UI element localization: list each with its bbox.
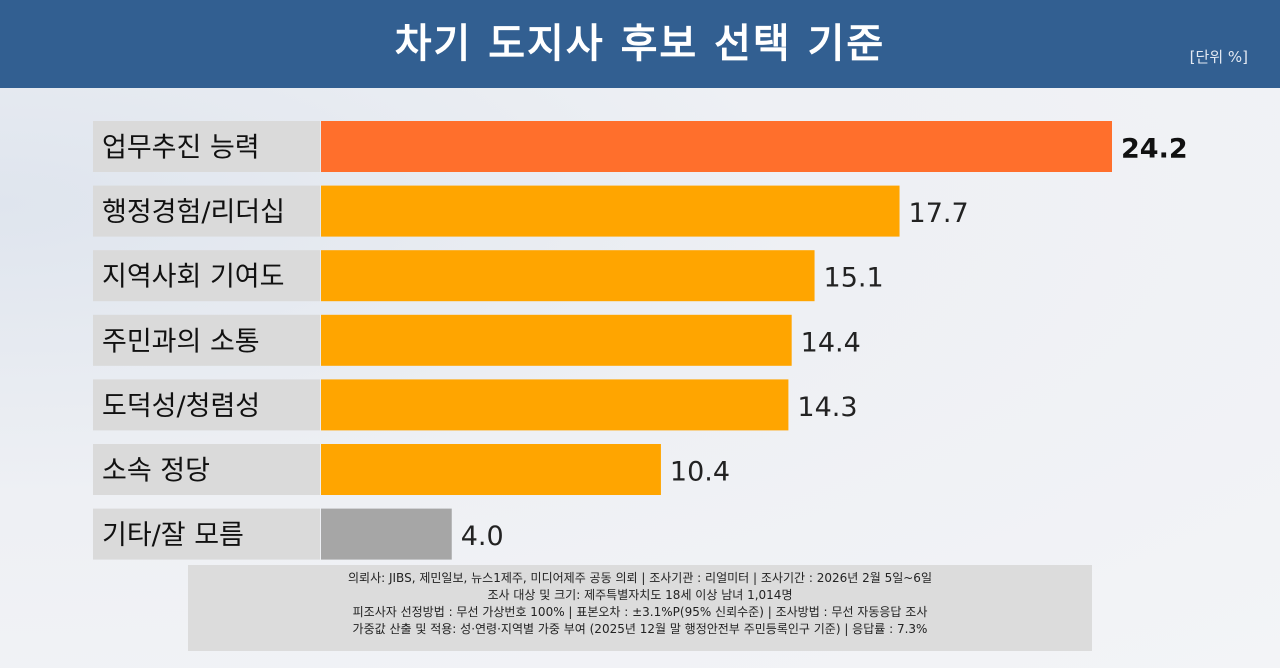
category-label: 도덕성/청렴성 xyxy=(102,391,260,422)
category-label-bg xyxy=(93,508,320,560)
category-label-bg xyxy=(93,379,320,431)
bar xyxy=(321,121,1112,172)
bar xyxy=(321,250,815,302)
bar xyxy=(321,185,900,237)
header-bar xyxy=(0,0,1280,88)
value-label: 17.7 xyxy=(909,198,969,229)
category-label-bg xyxy=(93,444,320,495)
category-label-bg xyxy=(93,314,320,366)
value-label: 14.3 xyxy=(797,392,857,423)
footnote-line: 의뢰사: JIBS, 제민일보, 뉴스1제주, 미디어제주 공동 의뢰 | 조사… xyxy=(348,571,932,585)
category-label: 기타/잘 모름 xyxy=(102,520,244,551)
bar xyxy=(321,508,452,560)
footnote-line: 조사 대상 및 크기: 제주특별자치도 18세 이상 남녀 1,014명 xyxy=(487,588,793,602)
category-label: 소속 정당 xyxy=(102,456,210,487)
bar xyxy=(321,444,661,495)
footnote-line: 피조사자 선정방법 : 무선 가상번호 100% | 표본오차 : ±3.1%P… xyxy=(352,605,928,619)
value-label: 4.0 xyxy=(461,521,504,552)
category-label-bg xyxy=(93,250,320,302)
value-label: 10.4 xyxy=(670,457,730,488)
survey-footnote: 의뢰사: JIBS, 제민일보, 뉴스1제주, 미디어제주 공동 의뢰 | 조사… xyxy=(188,565,1092,651)
value-label: 24.2 xyxy=(1121,134,1188,165)
value-label: 14.4 xyxy=(801,327,861,358)
category-label-bg xyxy=(93,185,320,237)
value-label: 15.1 xyxy=(824,263,884,294)
category-label: 업무추진 능력 xyxy=(102,133,260,164)
footnote-line: 가중값 산출 및 적용: 성·연령·지역별 가중 부여 (2025년 12월 말… xyxy=(352,622,928,636)
chart-title: 차기 도지사 후보 선택 기준 xyxy=(394,21,886,67)
category-label: 주민과의 소통 xyxy=(102,326,260,357)
bar xyxy=(321,314,792,366)
category-label: 행정경험/리더십 xyxy=(102,197,285,228)
category-label: 지역사회 기여도 xyxy=(102,262,284,293)
bar xyxy=(321,379,789,431)
category-label-bg xyxy=(93,121,320,172)
unit-label: [단위 %] xyxy=(1189,48,1248,66)
